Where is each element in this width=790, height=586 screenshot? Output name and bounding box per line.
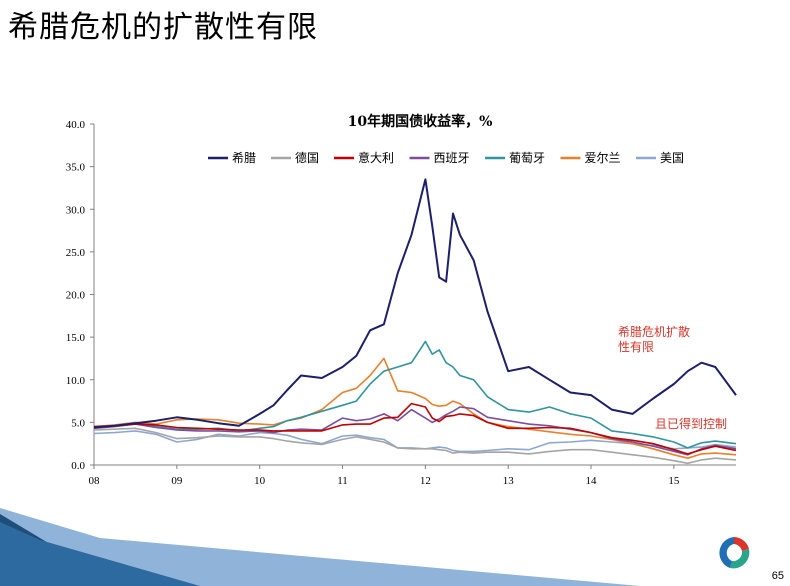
y-tick-label: 30.0	[66, 204, 86, 216]
y-tick-label: 20.0	[66, 290, 86, 302]
x-tick-label: 10	[254, 475, 266, 487]
page-number: 65	[771, 570, 784, 582]
legend-label: 爱尔兰	[585, 150, 621, 165]
y-tick-label: 10.0	[66, 375, 86, 387]
x-tick-label: 15	[668, 475, 680, 487]
annotation-text: 且已得到控制	[655, 416, 727, 431]
logo-icon	[719, 537, 750, 569]
y-tick-label: 0.0	[71, 460, 85, 472]
annotation-text: 性有限	[618, 340, 654, 354]
x-tick-label: 12	[420, 475, 431, 487]
x-tick-label: 13	[503, 475, 515, 487]
legend-label: 葡萄牙	[509, 151, 545, 165]
chart-title: 10年期国债收益率，%	[348, 113, 493, 130]
annotation-text: 希腊危机扩散	[618, 324, 690, 339]
series-line-1	[93, 427, 737, 465]
series-line-0	[93, 178, 737, 429]
legend-label: 希腊	[232, 150, 256, 165]
x-tick-label: 08	[89, 475, 101, 487]
y-tick-label: 15.0	[66, 332, 86, 344]
y-tick-label: 35.0	[66, 162, 86, 174]
y-tick-label: 5.0	[71, 417, 85, 429]
series-line-2	[93, 402, 737, 455]
legend-label: 意大利	[358, 150, 394, 165]
legend-label: 美国	[660, 151, 684, 165]
y-tick-label: 25.0	[66, 247, 86, 259]
series-line-5	[93, 357, 737, 460]
y-tick-label: 40.0	[66, 119, 86, 131]
slide-title: 希腊危机的扩散性有限	[8, 10, 318, 45]
series-line-3	[93, 406, 737, 456]
legend-label: 德国	[295, 150, 319, 165]
x-tick-label: 11	[337, 475, 348, 487]
x-tick-label: 09	[171, 475, 183, 487]
x-tick-label: 14	[586, 475, 598, 487]
legend-label: 西班牙	[434, 151, 470, 165]
